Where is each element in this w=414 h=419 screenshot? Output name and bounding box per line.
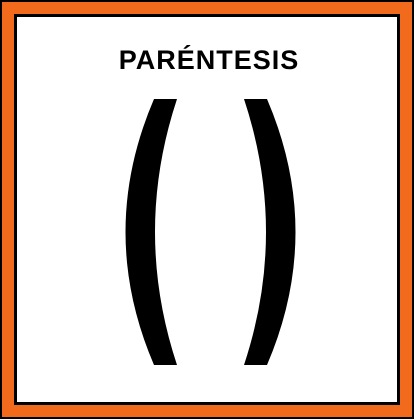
card-title: PARÉNTESIS	[118, 45, 300, 75]
card-inner: PARÉNTESIS	[15, 15, 399, 404]
left-parenthesis-glyph	[125, 99, 177, 365]
right-parenthesis-glyph	[244, 99, 296, 365]
parentheses-symbol	[125, 99, 296, 365]
